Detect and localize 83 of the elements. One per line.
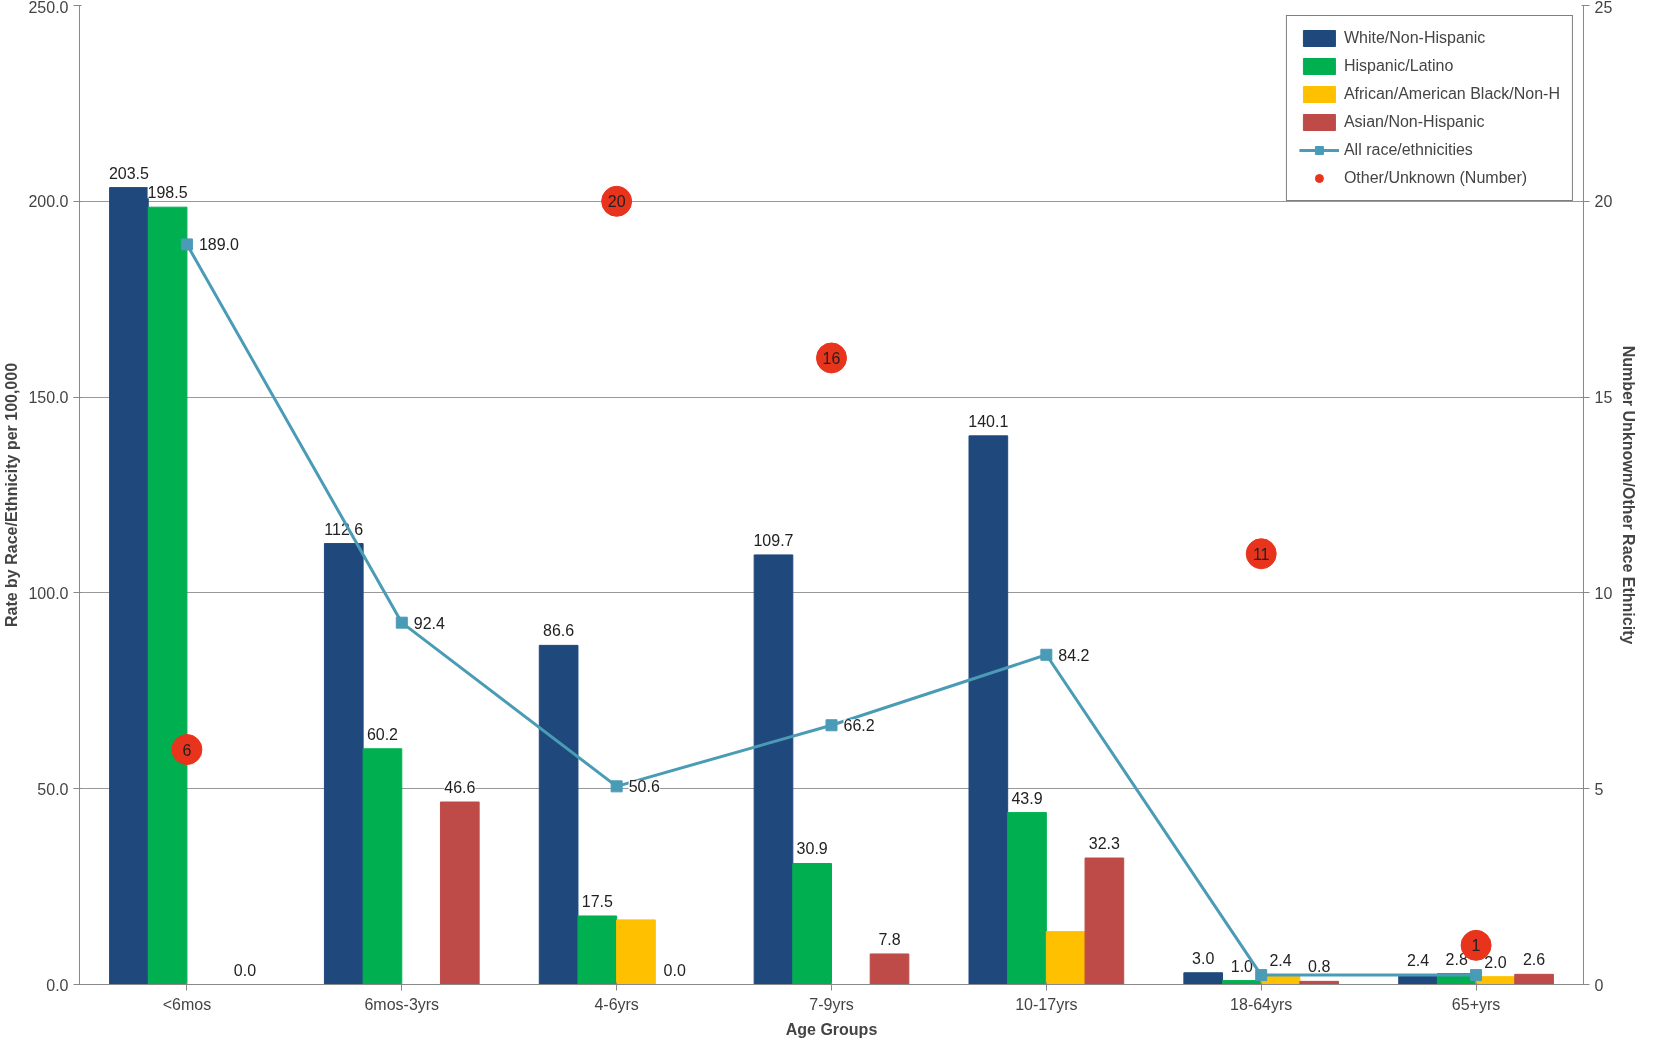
x-tick-label: 7-9yrs — [809, 995, 854, 1013]
bar — [1045, 931, 1086, 985]
legend-label: Hispanic/Latino — [1343, 57, 1454, 75]
data-label: 86.6 — [543, 622, 575, 640]
x-tick-label: 6mos-3yrs — [364, 995, 440, 1013]
x-tick-label: 65+yrs — [1451, 995, 1501, 1013]
bar — [869, 953, 910, 985]
y2-tick-label: 15 — [1594, 389, 1613, 407]
bar — [538, 644, 579, 985]
data-label: 0.0 — [233, 961, 257, 979]
data-label: 109.7 — [753, 531, 794, 549]
y2-tick-label: 10 — [1594, 584, 1613, 602]
data-label: 3.0 — [1192, 949, 1215, 967]
bar — [1183, 972, 1224, 985]
point — [180, 238, 193, 251]
data-label: 0.0 — [663, 961, 686, 979]
data-label: 203.5 — [108, 164, 150, 182]
x-axis-title: Age Groups — [785, 1020, 878, 1038]
legend-label: African/American Black/Non-H — [1343, 85, 1560, 103]
y-tick-label: 200.0 — [28, 193, 69, 211]
y-tick-label: 50.0 — [37, 780, 69, 798]
data-label: 2.4 — [1406, 952, 1430, 970]
data-label: 1.0 — [1230, 957, 1254, 975]
x-tick-label: 10-17yrs — [1015, 995, 1078, 1013]
point — [1255, 969, 1268, 982]
data-label: 1 — [1471, 937, 1481, 955]
y-tick-label: 150.0 — [28, 389, 69, 407]
data-label: 66.2 — [843, 717, 875, 735]
point — [825, 719, 838, 732]
data-label: 2.0 — [1484, 953, 1507, 971]
point — [395, 616, 408, 629]
point — [1470, 969, 1483, 982]
legend-label: White/Non-Hispanic — [1343, 29, 1486, 47]
data-label: 43.9 — [1011, 789, 1043, 807]
data-label: 6 — [182, 741, 192, 759]
bar — [616, 919, 656, 985]
y2-tick-label: 25 — [1594, 0, 1613, 16]
y2-tick-label: 5 — [1594, 780, 1604, 798]
data-label: 0.8 — [1308, 958, 1331, 976]
data-label: 46.6 — [444, 779, 476, 797]
data-label: 16 — [822, 349, 841, 367]
bar — [1084, 857, 1125, 985]
bar — [362, 748, 403, 985]
y2-tick-label: 0 — [1594, 976, 1604, 994]
bar — [1007, 812, 1047, 985]
x-tick-label: <6mos — [162, 995, 212, 1013]
data-label: 84.2 — [1058, 646, 1090, 664]
data-label: 30.9 — [796, 840, 828, 858]
y2-axis-title: Number Unknown/Other Race Ethnicity — [1620, 345, 1638, 645]
legend-label: Other/Unknown (Number) — [1343, 169, 1528, 187]
bar — [439, 801, 480, 985]
y2-tick-label: 20 — [1594, 193, 1613, 211]
y-tick-label: 100.0 — [28, 584, 69, 602]
data-label: 60.2 — [366, 725, 399, 743]
data-label: 2.6 — [1522, 951, 1546, 969]
data-label: 2.8 — [1445, 950, 1468, 968]
y-tick-label: 0.0 — [46, 976, 69, 994]
data-label: 11 — [1252, 545, 1270, 563]
legend-label: All race/ethnicities — [1343, 141, 1473, 159]
x-tick-label: 18-64yrs — [1230, 995, 1293, 1013]
bar — [792, 863, 832, 985]
x-tick-label: 4-6yrs — [594, 995, 639, 1013]
data-label: 50.6 — [628, 778, 660, 796]
data-label: 198.5 — [147, 184, 188, 202]
y-axis-title: Rate by Race/Ethnicity per 100,000 — [3, 362, 21, 628]
bar — [323, 543, 364, 985]
point — [610, 780, 623, 793]
bar — [753, 554, 794, 985]
data-label: 189.0 — [198, 236, 240, 254]
legend-label: Asian/Non-Hispanic — [1343, 113, 1485, 131]
y-tick-label: 250.0 — [28, 0, 69, 16]
data-label: 20 — [607, 193, 626, 211]
bar — [1514, 973, 1554, 985]
data-label: 17.5 — [581, 892, 613, 910]
bar — [577, 915, 618, 985]
bar — [109, 187, 149, 985]
point — [1040, 648, 1053, 661]
data-label: 7.8 — [878, 930, 901, 948]
data-label: 92.4 — [413, 614, 446, 632]
bar — [968, 435, 1009, 985]
data-label: 32.3 — [1088, 835, 1121, 853]
data-label: 2.4 — [1269, 952, 1292, 970]
data-label: 140.1 — [968, 412, 1009, 430]
